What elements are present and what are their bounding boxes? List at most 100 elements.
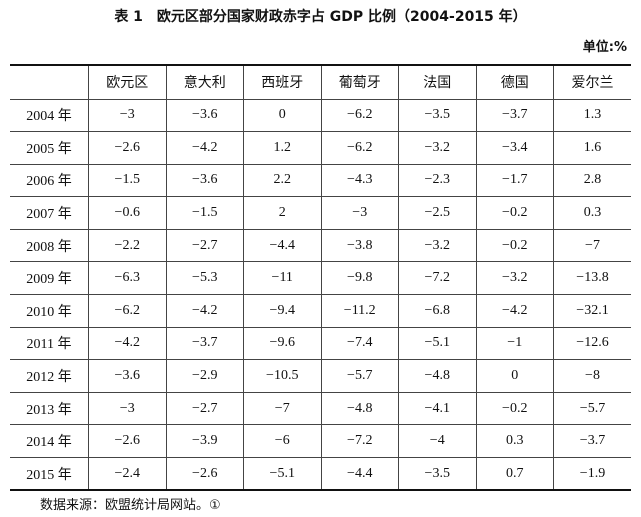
value-cell: −32.1 bbox=[553, 294, 631, 328]
value-cell: −3.5 bbox=[398, 457, 477, 491]
value-cell: −3.7 bbox=[553, 424, 631, 459]
value-cell: −10.5 bbox=[243, 359, 322, 393]
footnote: 数据来源：欧盟统计局网站。① bbox=[40, 498, 221, 513]
row-label: 2014 年 bbox=[10, 424, 89, 459]
row-label: 2004 年 bbox=[10, 98, 89, 133]
value-cell: −13.8 bbox=[553, 261, 631, 296]
row-label: 2012 年 bbox=[10, 359, 89, 393]
value-cell: −2.7 bbox=[165, 228, 244, 263]
value-cell: −6.3 bbox=[88, 261, 167, 296]
row-label: 2005 年 bbox=[10, 131, 89, 165]
value-cell: −4.3 bbox=[320, 163, 399, 198]
value-cell: −0.2 bbox=[475, 196, 554, 230]
value-cell: 0.7 bbox=[475, 457, 554, 491]
value-cell: −8 bbox=[553, 359, 631, 393]
value-cell: −3.5 bbox=[398, 98, 477, 133]
value-cell: −0.2 bbox=[475, 391, 554, 426]
value-cell: 0.3 bbox=[553, 196, 631, 230]
value-cell: −4.2 bbox=[165, 294, 244, 328]
value-cell: −2.4 bbox=[88, 457, 167, 491]
table-row: 2011 年 −4.2 −3.7 −9.6 −7.4 −5.1 −1 −12.6 bbox=[10, 326, 631, 361]
row-label: 2011 年 bbox=[10, 326, 89, 361]
value-cell: 0 bbox=[475, 359, 554, 393]
value-cell: −7 bbox=[553, 228, 631, 263]
value-cell: −9.4 bbox=[243, 294, 322, 328]
table-row: 2010 年 −6.2 −4.2 −9.4 −11.2 −6.8 −4.2 −32.1 bbox=[10, 294, 631, 328]
column-header: 意大利 bbox=[165, 64, 244, 100]
value-cell: −1.5 bbox=[165, 196, 244, 230]
value-cell: −6.8 bbox=[398, 294, 477, 328]
unit-label: 单位:% bbox=[582, 40, 627, 55]
value-cell: −2.7 bbox=[165, 391, 244, 426]
value-cell: −5.7 bbox=[553, 391, 631, 426]
value-cell: −7.2 bbox=[398, 261, 477, 296]
value-cell: −3.7 bbox=[165, 326, 244, 361]
table-header: 欧元区 意大利 西班牙 葡萄牙 法国 德国 爱尔兰 bbox=[10, 64, 631, 100]
value-cell: −9.8 bbox=[320, 261, 399, 296]
value-cell: 1.6 bbox=[553, 131, 631, 165]
value-cell: −1.5 bbox=[88, 163, 167, 198]
value-cell: −2.6 bbox=[88, 424, 167, 459]
value-cell: −6.2 bbox=[320, 131, 399, 165]
table-row: 2006 年 −1.5 −3.6 2.2 −4.3 −2.3 −1.7 2.8 bbox=[10, 163, 631, 198]
value-cell: −4.4 bbox=[320, 457, 399, 491]
table-row: 2007 年 −0.6 −1.5 2 −3 −2.5 −0.2 0.3 bbox=[10, 196, 631, 230]
value-cell: −6.2 bbox=[320, 98, 399, 133]
value-cell: −1 bbox=[475, 326, 554, 361]
value-cell: −3.8 bbox=[320, 228, 399, 263]
value-cell: −12.6 bbox=[553, 326, 631, 361]
table-row: 2012 年 −3.6 −2.9 −10.5 −5.7 −4.8 0 −8 bbox=[10, 359, 631, 393]
value-cell: −5.1 bbox=[398, 326, 477, 361]
column-header: 爱尔兰 bbox=[553, 64, 631, 100]
value-cell: −4.2 bbox=[88, 326, 167, 361]
value-cell: −11.2 bbox=[320, 294, 399, 328]
column-header: 法国 bbox=[398, 64, 477, 100]
column-header: 欧元区 bbox=[88, 64, 167, 100]
row-label: 2009 年 bbox=[10, 261, 89, 296]
value-cell: −4.8 bbox=[320, 391, 399, 426]
value-cell: −4.2 bbox=[165, 131, 244, 165]
value-cell: −0.2 bbox=[475, 228, 554, 263]
table-row: 2013 年 −3 −2.7 −7 −4.8 −4.1 −0.2 −5.7 bbox=[10, 391, 631, 426]
table-row: 2009 年 −6.3 −5.3 −11 −9.8 −7.2 −3.2 −13.8 bbox=[10, 261, 631, 296]
value-cell: 0.3 bbox=[475, 424, 554, 459]
value-cell: −7.4 bbox=[320, 326, 399, 361]
value-cell: −7.2 bbox=[320, 424, 399, 459]
value-cell: −3.6 bbox=[165, 163, 244, 198]
value-cell: −3 bbox=[88, 391, 167, 426]
value-cell: −3.7 bbox=[475, 98, 554, 133]
value-cell: −9.6 bbox=[243, 326, 322, 361]
column-header: 葡萄牙 bbox=[320, 64, 399, 100]
value-cell: −5.3 bbox=[165, 261, 244, 296]
value-cell: −11 bbox=[243, 261, 322, 296]
value-cell: −3.2 bbox=[398, 228, 477, 263]
value-cell: −4.8 bbox=[398, 359, 477, 393]
value-cell: −3.6 bbox=[88, 359, 167, 393]
value-cell: −4.1 bbox=[398, 391, 477, 426]
value-cell: −2.3 bbox=[398, 163, 477, 198]
value-cell: −1.7 bbox=[475, 163, 554, 198]
value-cell: −7 bbox=[243, 391, 322, 426]
value-cell: −2.2 bbox=[88, 228, 167, 263]
header-row: 欧元区 意大利 西班牙 葡萄牙 法国 德国 爱尔兰 bbox=[10, 64, 631, 100]
value-cell: 1.2 bbox=[243, 131, 322, 165]
table-row: 2004 年 −3 −3.6 0 −6.2 −3.5 −3.7 1.3 bbox=[10, 98, 631, 133]
table-body: 2004 年 −3 −3.6 0 −6.2 −3.5 −3.7 1.3 2005 年 −2.6 −4… bbox=[10, 98, 631, 491]
column-header: 德国 bbox=[475, 64, 554, 100]
row-label: 2015 年 bbox=[10, 457, 89, 491]
value-cell: −5.1 bbox=[243, 457, 322, 491]
value-cell: −3.9 bbox=[165, 424, 244, 459]
value-cell: −6.2 bbox=[88, 294, 167, 328]
value-cell: −2.5 bbox=[398, 196, 477, 230]
table-row: 2008 年 −2.2 −2.7 −4.4 −3.8 −3.2 −0.2 −7 bbox=[10, 228, 631, 263]
value-cell: −4.2 bbox=[475, 294, 554, 328]
value-cell: 1.3 bbox=[553, 98, 631, 133]
value-cell: −2.9 bbox=[165, 359, 244, 393]
value-cell: −1.9 bbox=[553, 457, 631, 491]
value-cell: −3.6 bbox=[165, 98, 244, 133]
row-label: 2007 年 bbox=[10, 196, 89, 230]
row-label: 2013 年 bbox=[10, 391, 89, 426]
value-cell: −2.6 bbox=[165, 457, 244, 491]
table-row: 2015 年 −2.4 −2.6 −5.1 −4.4 −3.5 0.7 −1.9 bbox=[10, 457, 631, 491]
